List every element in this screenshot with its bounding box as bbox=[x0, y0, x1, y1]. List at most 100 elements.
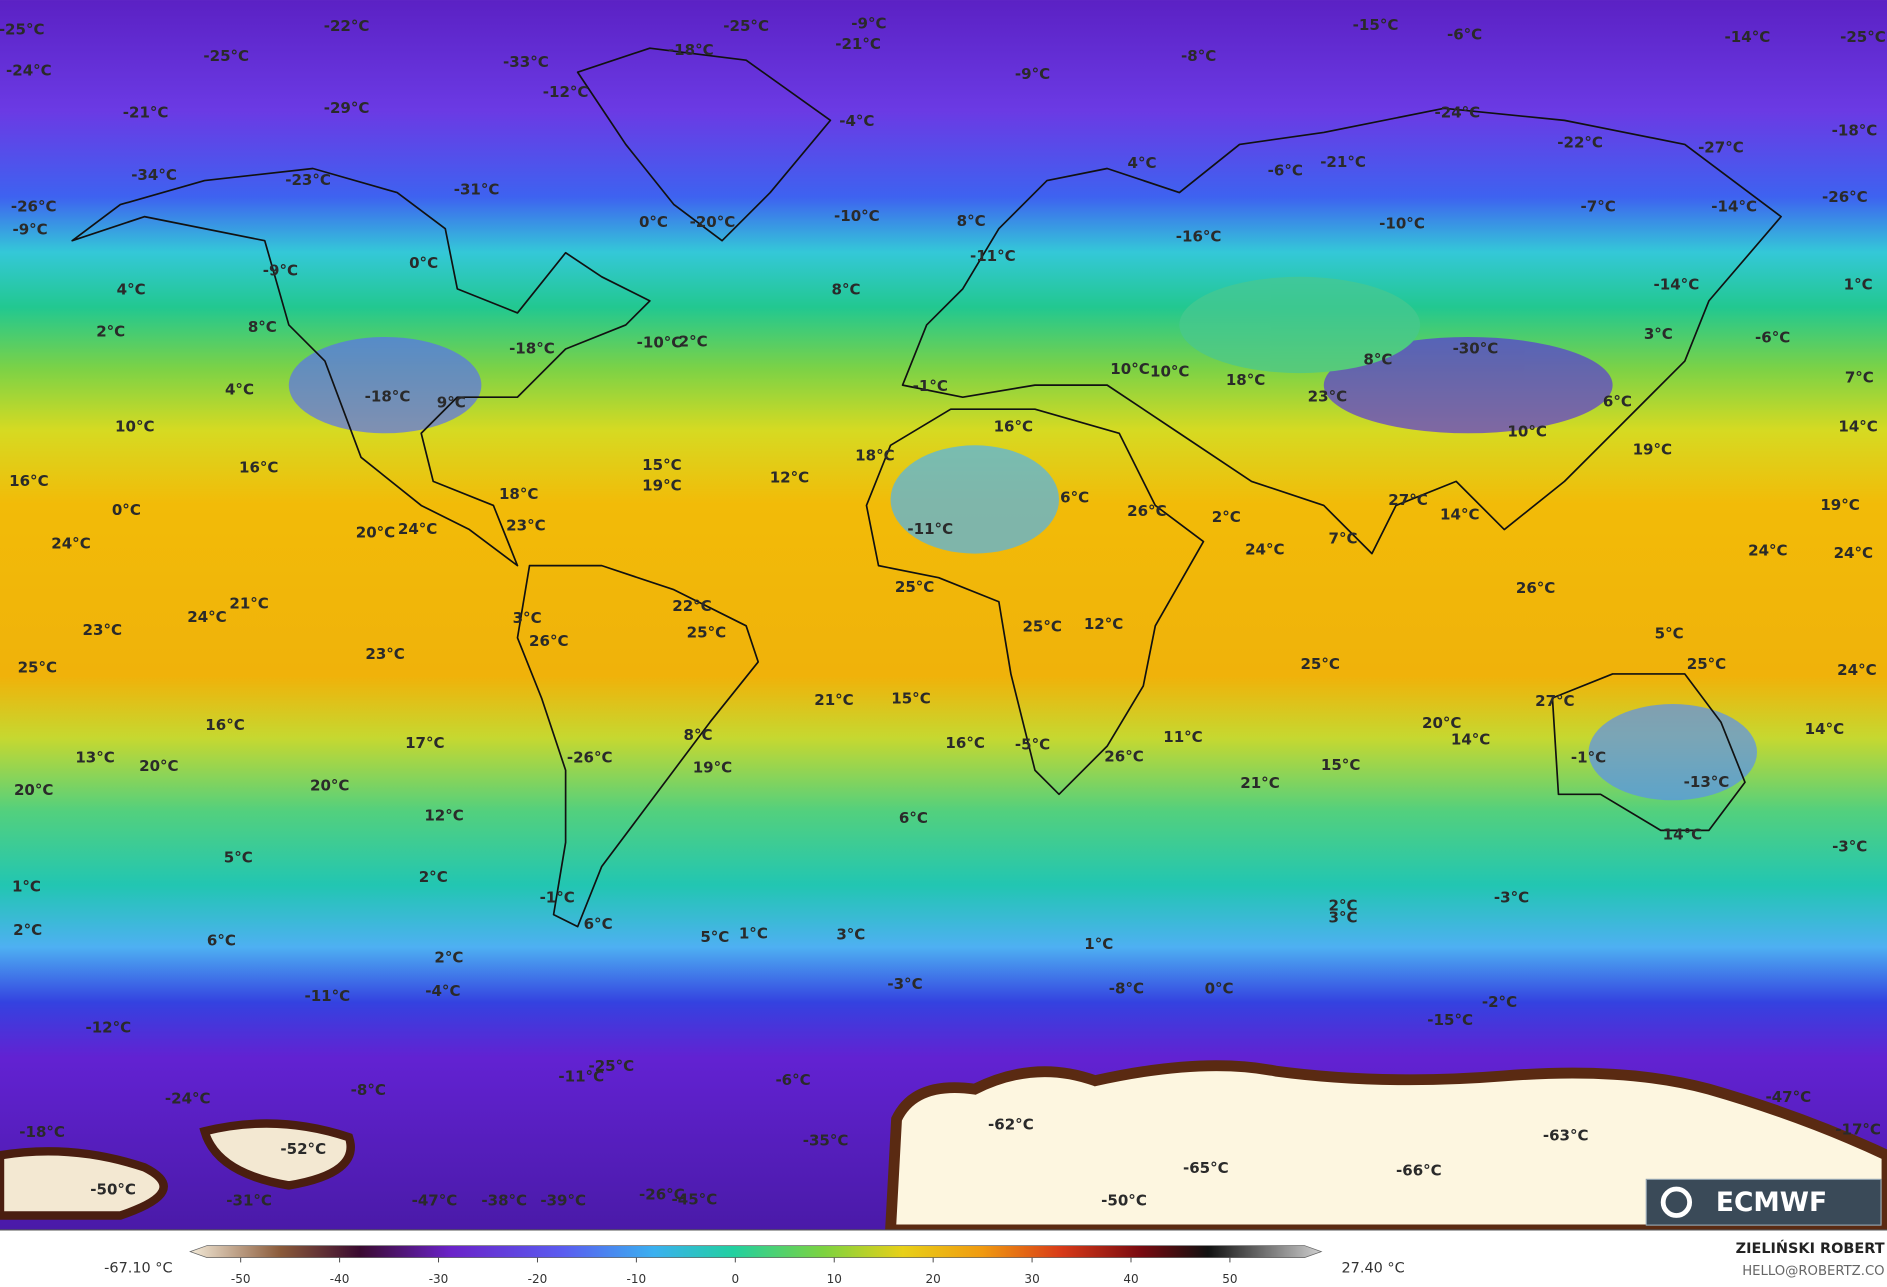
author: ZIELIŃSKI ROBERT bbox=[1736, 1239, 1885, 1257]
temperature-label: -30°C bbox=[1453, 340, 1499, 358]
temperature-label: -2°C bbox=[1482, 993, 1517, 1011]
temperature-label: 4°C bbox=[1128, 154, 1157, 172]
temperature-label: 8°C bbox=[1363, 350, 1392, 368]
temperature-label: 16°C bbox=[945, 734, 984, 752]
temperature-label: -11°C bbox=[304, 987, 350, 1005]
temperature-label: 1°C bbox=[1844, 276, 1873, 294]
coastlines bbox=[71, 47, 1782, 928]
temperature-label: -31°C bbox=[226, 1192, 272, 1210]
temperature-label: -25°C bbox=[1840, 28, 1886, 46]
temperature-label: 17°C bbox=[405, 734, 444, 752]
temperature-label: 16°C bbox=[994, 418, 1033, 436]
temperature-label: 10°C bbox=[115, 418, 154, 436]
asia-green-patch bbox=[1179, 276, 1421, 374]
temperature-label: 15°C bbox=[891, 690, 930, 708]
temperature-label: -10°C bbox=[1379, 214, 1425, 232]
temperature-label: 2°C bbox=[419, 868, 448, 886]
logo-icon bbox=[1660, 1186, 1693, 1218]
temperature-label: 14°C bbox=[1451, 731, 1490, 749]
temperature-label: 23°C bbox=[1308, 388, 1347, 406]
temperature-label: 20°C bbox=[14, 781, 53, 799]
temperature-label: 16°C bbox=[239, 459, 278, 477]
colorbar-tick-label: -10 bbox=[627, 1272, 647, 1286]
colorbar-tick-label: 10 bbox=[827, 1272, 842, 1286]
temperature-label: -9°C bbox=[263, 261, 298, 279]
antarctica-west bbox=[0, 1119, 355, 1220]
temperature-label: 26°C bbox=[529, 632, 568, 650]
temperature-label: -17°C bbox=[1835, 1121, 1881, 1139]
temperature-label: -12°C bbox=[543, 83, 589, 101]
temperature-label: -33°C bbox=[503, 53, 549, 71]
colorbar-ticks: -50 -40 -30 -20 -10 0 10 20 30 40 50 bbox=[231, 1257, 1238, 1286]
colorbar-tick-label: 30 bbox=[1024, 1272, 1039, 1286]
tibet-cold-patch bbox=[1323, 336, 1613, 434]
temperature-label: 12°C bbox=[770, 468, 809, 486]
temperature-label: -8°C bbox=[1109, 980, 1144, 998]
temperature-label: -25°C bbox=[588, 1057, 634, 1075]
temperature-label: 24°C bbox=[51, 534, 90, 552]
temperature-label: 8°C bbox=[248, 318, 277, 336]
temperature-anomalies bbox=[288, 276, 1758, 801]
temperature-label: -21°C bbox=[835, 35, 881, 53]
colorbar-tick-label: -50 bbox=[231, 1272, 251, 1286]
temperature-label: 5°C bbox=[1655, 625, 1684, 643]
logo-text: ECMWF bbox=[1716, 1187, 1827, 1218]
temperature-label: 6°C bbox=[1603, 392, 1632, 410]
temperature-label: -16°C bbox=[1176, 228, 1222, 246]
temperature-label: 25°C bbox=[18, 658, 57, 676]
temperature-label: 9°C bbox=[437, 394, 466, 412]
temperature-label: -13°C bbox=[1684, 773, 1730, 791]
temperature-label: 24°C bbox=[1834, 544, 1873, 562]
temperature-label: 1°C bbox=[12, 877, 41, 895]
temperature-label: -24°C bbox=[165, 1089, 211, 1107]
temperature-label: 23°C bbox=[365, 645, 404, 663]
temperature-label: 19°C bbox=[693, 758, 732, 776]
temperature-label: 10°C bbox=[1110, 360, 1149, 378]
temperature-label: -1°C bbox=[913, 377, 948, 395]
temperature-label: -34°C bbox=[131, 166, 177, 184]
temperature-label: 25°C bbox=[1687, 655, 1726, 673]
colorbar-min-label: -67.10 °C bbox=[104, 1260, 172, 1276]
temperature-label: -66°C bbox=[1396, 1161, 1442, 1179]
temperature-label: 5°C bbox=[224, 849, 253, 867]
colorbar-tick-label: -40 bbox=[330, 1272, 350, 1286]
colorbar-tick-label: 20 bbox=[926, 1272, 941, 1286]
temperature-label: 0°C bbox=[112, 501, 141, 519]
temperature-label: -3°C bbox=[1494, 888, 1529, 906]
colorbar bbox=[189, 1245, 1323, 1258]
temperature-label: -47°C bbox=[1765, 1088, 1811, 1106]
colorbar-tick-label: -30 bbox=[429, 1272, 449, 1286]
temperature-label: -3°C bbox=[887, 975, 922, 993]
temperature-label: 3°C bbox=[1644, 325, 1673, 343]
temperature-label: 2°C bbox=[434, 948, 463, 966]
temperature-label: 15°C bbox=[1321, 756, 1360, 774]
temperature-label: -45°C bbox=[672, 1190, 718, 1208]
temperature-label: 1°C bbox=[1084, 935, 1113, 953]
temperature-label: -18°C bbox=[668, 41, 714, 59]
na-cold-patch bbox=[288, 336, 482, 434]
temperature-label: 0°C bbox=[639, 213, 668, 231]
temperature-label: -50°C bbox=[90, 1181, 136, 1199]
temperature-label: 1°C bbox=[739, 924, 768, 942]
antarctica-ice bbox=[884, 1060, 1887, 1236]
temperature-label: 2°C bbox=[1212, 508, 1241, 526]
temperature-label: -8°C bbox=[351, 1081, 386, 1099]
temperature-label: 25°C bbox=[687, 624, 726, 642]
australia-cool-patch bbox=[1588, 704, 1758, 801]
temperature-label: -3°C bbox=[1832, 838, 1867, 856]
temperature-label: -26°C bbox=[639, 1186, 685, 1204]
temperature-label: -18°C bbox=[19, 1123, 65, 1141]
temperature-label: -23°C bbox=[285, 171, 331, 189]
temperature-label: -31°C bbox=[454, 181, 500, 199]
temperature-label: -7°C bbox=[1581, 198, 1616, 216]
temperature-label: 10°C bbox=[1507, 423, 1546, 441]
temperature-label: -9°C bbox=[12, 220, 47, 238]
temperature-label: 27°C bbox=[1388, 491, 1427, 509]
temperature-label: -25°C bbox=[203, 47, 249, 65]
north-america-coast bbox=[71, 167, 651, 567]
temperature-label: -18°C bbox=[1832, 122, 1878, 140]
temperature-label: 12°C bbox=[1084, 615, 1123, 633]
temperature-label: -6°C bbox=[1447, 25, 1482, 43]
temperature-label: -10°C bbox=[834, 207, 880, 225]
